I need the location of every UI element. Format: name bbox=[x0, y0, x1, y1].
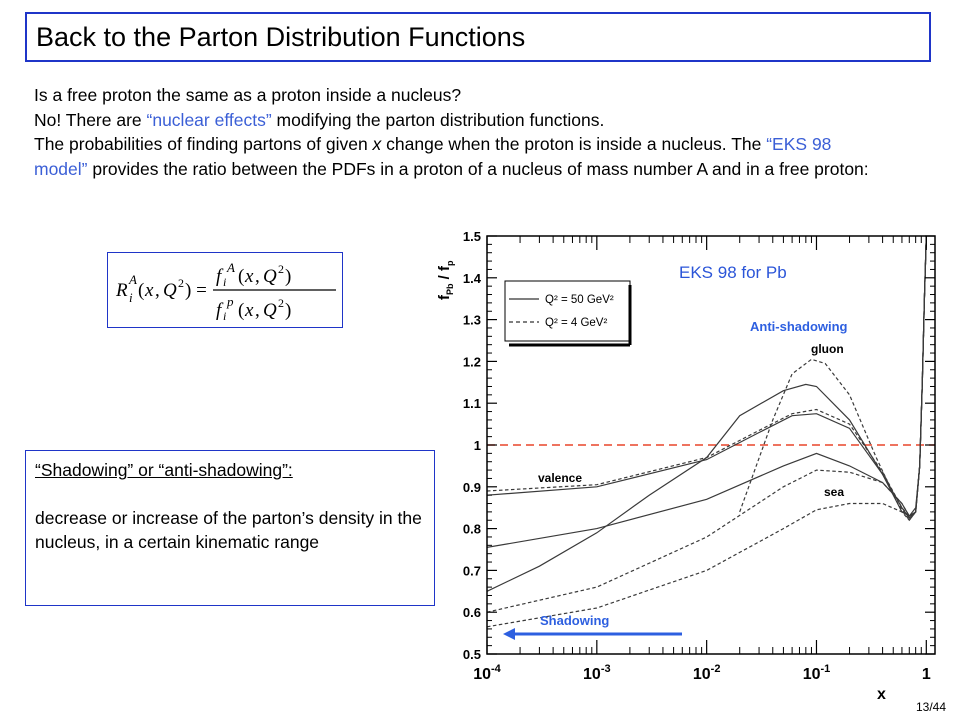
svg-text:x: x bbox=[244, 300, 254, 321]
body-line-2-pre: No! There are bbox=[34, 109, 147, 130]
shadowing-label: Shadowing bbox=[540, 613, 609, 628]
sea-curve-label: sea bbox=[824, 485, 844, 499]
svg-text:2: 2 bbox=[278, 262, 284, 276]
shadowing-arrow bbox=[503, 628, 682, 640]
svg-text:(: ( bbox=[238, 266, 244, 287]
svg-text:,: , bbox=[155, 280, 160, 301]
svg-text:A: A bbox=[128, 272, 137, 287]
title-box: Back to the Parton Distribution Function… bbox=[25, 12, 931, 62]
valence-curve-label: valence bbox=[538, 471, 582, 485]
y-tick-label: 1.2 bbox=[463, 354, 481, 369]
y-axis-label: fPb / fp bbox=[436, 260, 455, 300]
y-tick-label: 0.8 bbox=[463, 522, 481, 537]
x-tick-label: 10-4 bbox=[473, 663, 501, 683]
x-tick-label: 10-3 bbox=[583, 663, 611, 683]
svg-text:2: 2 bbox=[178, 276, 184, 290]
svg-text:i: i bbox=[223, 309, 226, 323]
ratio-formula: R A i ( x , Q 2 ) = f i A ( x , Q 2 ) f … bbox=[115, 260, 336, 323]
chart-legend: Q² = 50 GeV² Q² = 4 GeV² bbox=[504, 280, 632, 347]
chart-title: EKS 98 for Pb bbox=[679, 263, 787, 282]
body-line-3-pre: The probabilities of finding partons of … bbox=[34, 134, 373, 154]
nuclear-effects-phrase: “nuclear effects” bbox=[146, 109, 272, 130]
body-line-3-post: change when the proton is inside a nucle… bbox=[381, 134, 767, 154]
x-tick-label: 1 bbox=[922, 666, 931, 683]
svg-text:R: R bbox=[115, 280, 128, 301]
series-gluon-dashed-line bbox=[739, 235, 927, 522]
y-tick-label: 1.3 bbox=[463, 313, 481, 328]
svg-text:f: f bbox=[216, 300, 224, 321]
legend-solid-label: Q² = 50 GeV² bbox=[545, 294, 614, 306]
svg-text:(: ( bbox=[238, 300, 244, 321]
y-tick-label: 0.6 bbox=[463, 605, 481, 620]
series-group bbox=[486, 235, 927, 628]
legend-dashed-label: Q² = 4 GeV² bbox=[545, 317, 607, 329]
body-line-2-post: modifying the parton distribution functi… bbox=[271, 109, 605, 130]
svg-text:Q: Q bbox=[163, 280, 177, 301]
svg-text:p: p bbox=[226, 294, 234, 309]
page-number: 13/44 bbox=[915, 700, 946, 714]
anti-shadowing-label: Anti-shadowing bbox=[750, 319, 848, 334]
svg-text:A: A bbox=[226, 260, 235, 275]
y-tick-label: 1.4 bbox=[463, 271, 482, 286]
x-tick-label: 10-1 bbox=[803, 663, 831, 683]
body-paragraph-3: The probabilities of finding partons of … bbox=[34, 132, 874, 181]
body-line-1: Is a free proton the same as a proton in… bbox=[34, 85, 462, 105]
shadowing-heading: “Shadowing” or “anti-shadowing”: bbox=[35, 460, 293, 480]
y-tick-label: 0.9 bbox=[463, 480, 481, 495]
svg-text:x: x bbox=[144, 280, 154, 301]
shadowing-box: “Shadowing” or “anti-shadowing”: decreas… bbox=[25, 450, 435, 606]
slide-title: Back to the Parton Distribution Function… bbox=[36, 21, 526, 52]
gluon-curve-label: gluon bbox=[811, 342, 844, 356]
svg-text:(: ( bbox=[138, 280, 144, 301]
body-line-2: No! There are “nuclear effects” modifyin… bbox=[34, 108, 874, 133]
svg-text:) =: ) = bbox=[185, 280, 207, 301]
eks98-chart: 0.5 0.6 0.7 0.8 0.9 1 1.1 1.2 1.3 1.4 1.5 10-4 10-3 1… bbox=[436, 229, 936, 703]
svg-text:f: f bbox=[216, 266, 224, 287]
svg-text:fPb / fp: fPb / fp bbox=[436, 260, 455, 300]
svg-text:Q: Q bbox=[263, 266, 277, 287]
axes: 0.5 0.6 0.7 0.8 0.9 1 1.1 1.2 1.3 1.4 1.5 10-4 10-3 1… bbox=[463, 229, 935, 683]
svg-text:,: , bbox=[255, 266, 260, 287]
y-tick-label: 1.1 bbox=[463, 396, 481, 411]
x-tick-label: 10-2 bbox=[693, 663, 721, 683]
formula-box: R A i ( x , Q 2 ) = f i A ( x , Q 2 ) f … bbox=[107, 252, 343, 328]
svg-text:,: , bbox=[255, 300, 260, 321]
variable-x: x bbox=[372, 134, 382, 154]
svg-text:Q: Q bbox=[263, 300, 277, 321]
svg-text:i: i bbox=[129, 290, 133, 305]
shadowing-description: decrease or increase of the parton’s den… bbox=[35, 508, 422, 552]
svg-text:): ) bbox=[285, 266, 291, 287]
svg-text:i: i bbox=[223, 275, 226, 289]
y-tick-label: 1.5 bbox=[463, 229, 481, 244]
y-tick-label: 0.5 bbox=[463, 647, 481, 662]
svg-text:): ) bbox=[285, 300, 291, 321]
x-axis-label: x bbox=[877, 686, 886, 703]
series-gluon-low-dashed-line bbox=[486, 235, 927, 628]
svg-text:2: 2 bbox=[278, 296, 284, 310]
svg-text:x: x bbox=[244, 266, 254, 287]
y-tick-label: 1 bbox=[474, 438, 481, 453]
series-valence-dashed-line bbox=[486, 235, 927, 517]
eks98-phrase: “EKS 98 model” bbox=[34, 134, 832, 179]
body-line-3-tail: provides the ratio between the PDFs in a… bbox=[87, 158, 869, 179]
y-tick-label: 0.7 bbox=[463, 563, 481, 578]
body-text: Is a free proton the same as a proton in… bbox=[34, 83, 874, 181]
